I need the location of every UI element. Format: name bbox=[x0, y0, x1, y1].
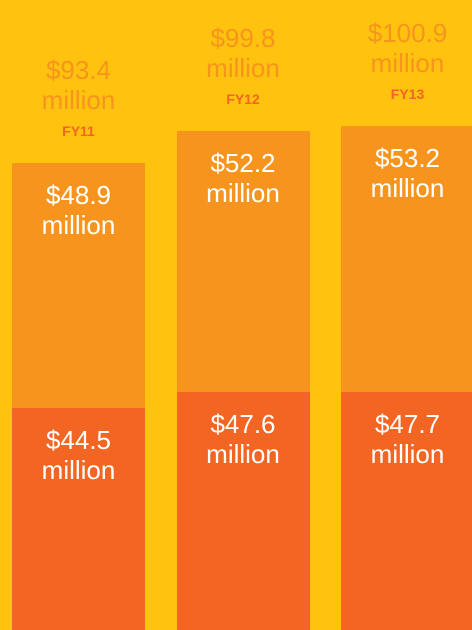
bar-segment bbox=[176, 392, 310, 630]
bar-segment bbox=[12, 163, 145, 408]
bar-segment bbox=[341, 125, 472, 392]
bar-segment bbox=[341, 391, 472, 630]
value-label: $48.9 million bbox=[41, 180, 116, 240]
bar-segment bbox=[176, 131, 310, 392]
total-label: $99.8 million bbox=[206, 23, 280, 83]
value-label: $47.7 million bbox=[370, 408, 445, 469]
bar-segment bbox=[12, 407, 145, 630]
category-label: FY12 bbox=[226, 91, 260, 107]
category-label: FY11 bbox=[62, 123, 95, 139]
total-label: $93.4 million bbox=[41, 55, 116, 115]
category-label: FY13 bbox=[390, 85, 425, 102]
value-label: $53.2 million bbox=[370, 142, 445, 203]
value-label: $52.2 million bbox=[206, 148, 280, 208]
total-label: $100.9 million bbox=[367, 17, 448, 78]
value-label: $47.6 million bbox=[206, 409, 280, 469]
value-label: $44.5 million bbox=[41, 424, 116, 485]
